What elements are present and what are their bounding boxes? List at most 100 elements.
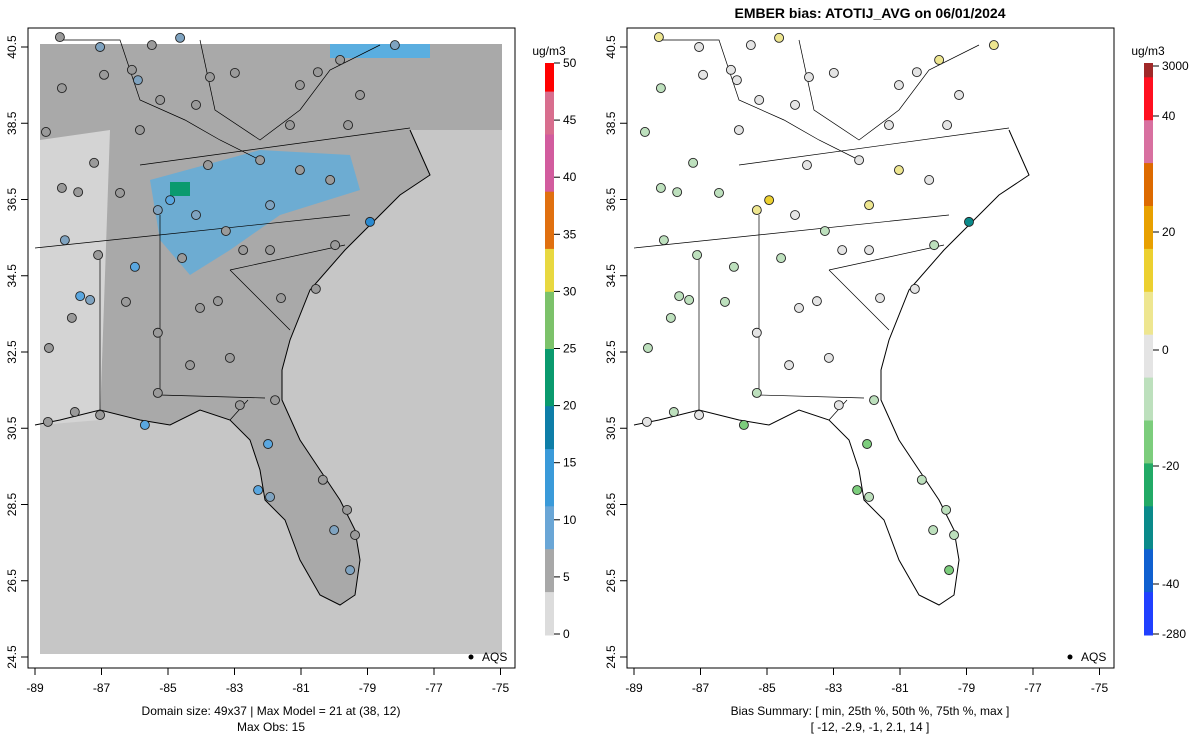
x-tick-label: -87 bbox=[692, 681, 710, 695]
station-point bbox=[694, 410, 705, 420]
colorbar-swatch bbox=[1144, 334, 1153, 350]
station-point bbox=[191, 99, 201, 110]
colorbar-unit: ug/m3 bbox=[1131, 44, 1165, 58]
x-tick-label: -79 bbox=[958, 681, 976, 695]
station-point bbox=[121, 296, 131, 307]
colorbar-swatch bbox=[1144, 449, 1153, 464]
station-point bbox=[263, 439, 274, 449]
colorbar-swatch bbox=[545, 506, 554, 522]
station-point bbox=[688, 157, 699, 168]
plot-frame bbox=[626, 27, 1115, 669]
panel-title: EMBER bias: ATOTIJ_AVG on 06/01/2024 bbox=[734, 5, 1005, 21]
y-tick-label: 38.5 bbox=[5, 111, 19, 135]
station-point bbox=[253, 485, 264, 496]
y-tick-label: 24.5 bbox=[604, 645, 618, 669]
colorbar-swatch bbox=[1144, 577, 1153, 593]
station-point bbox=[655, 83, 666, 94]
colorbar-swatch bbox=[1144, 592, 1153, 607]
station-point bbox=[265, 200, 276, 211]
model-field-low bbox=[40, 130, 110, 425]
station-point bbox=[294, 165, 305, 176]
model-field-high bbox=[150, 150, 360, 275]
bias-map-panel: EMBER bias: ATOTIJ_AVG on 06/01/2024 -89 -… bbox=[604, 5, 1189, 734]
colorbar-swatch bbox=[1144, 191, 1153, 207]
colorbar-swatch bbox=[545, 363, 554, 379]
colorbar-tick-label: 0 bbox=[563, 627, 570, 641]
colorbar-swatch bbox=[1144, 620, 1153, 636]
x-tick-label: -89 bbox=[625, 681, 643, 695]
station-point bbox=[934, 55, 945, 65]
station-point bbox=[714, 187, 724, 198]
colorbar-swatch bbox=[1144, 234, 1153, 250]
y-tick-label: 28.5 bbox=[5, 492, 19, 516]
station-point bbox=[745, 40, 756, 51]
colorbar-swatch bbox=[1144, 463, 1153, 479]
station-point bbox=[389, 40, 400, 51]
colorbar-swatch bbox=[545, 91, 554, 107]
station-point bbox=[964, 216, 974, 227]
colorbar-swatch bbox=[1144, 506, 1153, 522]
x-tick-label: -85 bbox=[758, 681, 776, 695]
colorbar-tick-label: 5 bbox=[563, 570, 570, 584]
colorbar-tick-label: -40 bbox=[1162, 577, 1180, 591]
station-point bbox=[205, 72, 215, 83]
station-point bbox=[177, 253, 188, 264]
colorbar-swatch bbox=[1144, 534, 1153, 550]
station-point bbox=[764, 195, 775, 206]
colorbar-swatch bbox=[545, 191, 554, 207]
station-point bbox=[852, 485, 863, 496]
station-point bbox=[672, 187, 683, 198]
station-point bbox=[42, 416, 53, 427]
coastline bbox=[34, 129, 431, 606]
y-tick-label: 34.5 bbox=[604, 264, 618, 288]
station-point bbox=[819, 226, 830, 236]
y-tick-label: 28.5 bbox=[604, 492, 618, 516]
station-point bbox=[864, 245, 875, 256]
station-point bbox=[152, 327, 163, 338]
colorbar-swatch bbox=[545, 277, 554, 293]
station-point bbox=[911, 67, 922, 78]
station-point bbox=[224, 352, 235, 363]
colorbar-swatch bbox=[545, 549, 554, 564]
footer-line-2: Max Obs: 15 bbox=[237, 720, 305, 734]
y-tick-label: 38.5 bbox=[604, 111, 618, 135]
station-point bbox=[776, 253, 787, 264]
colorbar-tick-label: 30 bbox=[563, 284, 577, 298]
station-point bbox=[802, 160, 812, 171]
colorbar-swatch bbox=[1144, 306, 1153, 321]
station-point bbox=[152, 205, 163, 216]
station-point bbox=[54, 32, 65, 43]
colorbar-swatch bbox=[1144, 606, 1153, 622]
colorbar-swatch bbox=[545, 77, 554, 93]
station-point bbox=[833, 400, 844, 411]
state-borders bbox=[633, 39, 1010, 421]
station-point bbox=[733, 125, 744, 136]
station-point bbox=[804, 72, 814, 83]
colorbar-swatch bbox=[545, 349, 554, 364]
station-point bbox=[728, 261, 739, 272]
station-point bbox=[66, 312, 77, 323]
colorbar-swatch bbox=[1144, 492, 1153, 507]
colorbar-swatch bbox=[1144, 391, 1153, 407]
colorbar-swatch bbox=[545, 492, 554, 507]
colorbar-swatch bbox=[545, 477, 554, 493]
x-tick-label: -79 bbox=[359, 681, 377, 695]
x-tick-label: -77 bbox=[1024, 681, 1042, 695]
station-point bbox=[655, 183, 666, 193]
station-point bbox=[310, 283, 321, 294]
colorbar-swatch bbox=[1144, 63, 1153, 78]
colorbar-swatch bbox=[545, 377, 554, 393]
station-point bbox=[234, 400, 245, 411]
y-tick-label: 36.5 bbox=[5, 187, 19, 211]
station-point bbox=[869, 395, 879, 406]
colorbar: ug/m3 0 5 10 15 20 25 30 35 40 45 50 bbox=[532, 44, 576, 641]
colorbar-tick-label: 40 bbox=[563, 170, 577, 184]
station-point bbox=[924, 175, 935, 185]
colorbar-swatch bbox=[545, 320, 554, 336]
station-point bbox=[350, 530, 360, 541]
colorbar-swatch bbox=[1144, 377, 1153, 393]
station-point bbox=[854, 155, 865, 166]
station-point bbox=[146, 40, 157, 51]
model-max-cell bbox=[170, 182, 190, 196]
